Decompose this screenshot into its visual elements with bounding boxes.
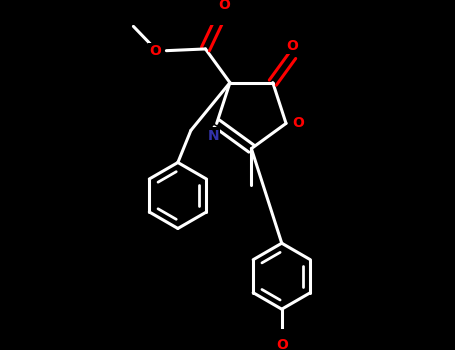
Text: N: N (207, 128, 219, 142)
Text: O: O (292, 117, 304, 131)
Text: O: O (276, 338, 288, 350)
Text: O: O (149, 44, 161, 58)
Text: O: O (286, 38, 298, 52)
Text: O: O (218, 0, 231, 12)
